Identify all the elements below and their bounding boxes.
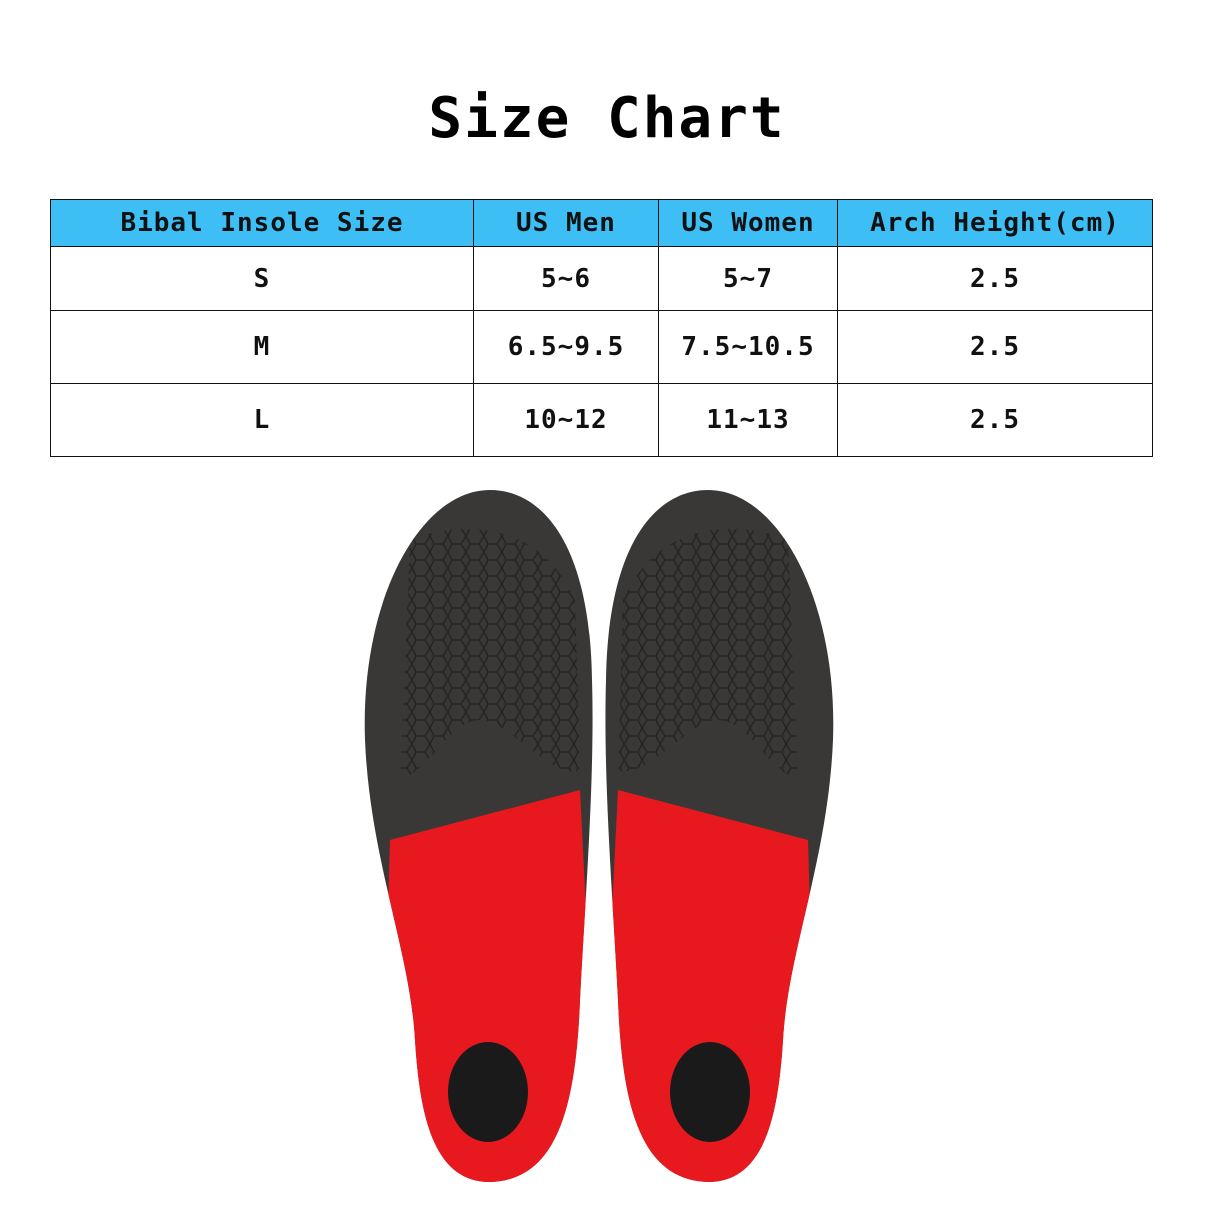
right-insole <box>605 490 834 1182</box>
cell: 10~12 <box>473 383 659 457</box>
cell: 6.5~9.5 <box>473 310 659 384</box>
header-us-women: US Women <box>658 199 838 247</box>
table-header-row: Bibal Insole Size US Men US Women Arch H… <box>50 199 1153 247</box>
cell: 11~13 <box>658 383 838 457</box>
cell: 2.5 <box>837 383 1153 457</box>
cell: M <box>50 310 474 384</box>
table-row: L 10~12 11~13 2.5 <box>50 383 1153 457</box>
insoles-photo <box>364 490 834 1182</box>
table-row: M 6.5~9.5 7.5~10.5 2.5 <box>50 310 1153 384</box>
size-table: Bibal Insole Size US Men US Women Arch H… <box>50 199 1153 457</box>
left-insole <box>364 490 593 1182</box>
cell: 7.5~10.5 <box>658 310 838 384</box>
cell: S <box>50 246 474 311</box>
cell: L <box>50 383 474 457</box>
cell: 5~7 <box>658 246 838 311</box>
header-insole-size: Bibal Insole Size <box>50 199 474 247</box>
cell: 2.5 <box>837 246 1153 311</box>
cell: 5~6 <box>473 246 659 311</box>
cell: 2.5 <box>837 310 1153 384</box>
header-arch-height: Arch Height(cm) <box>837 199 1153 247</box>
header-us-men: US Men <box>473 199 659 247</box>
table-row: S 5~6 5~7 2.5 <box>50 246 1153 311</box>
page-title: Size Chart <box>428 86 786 151</box>
